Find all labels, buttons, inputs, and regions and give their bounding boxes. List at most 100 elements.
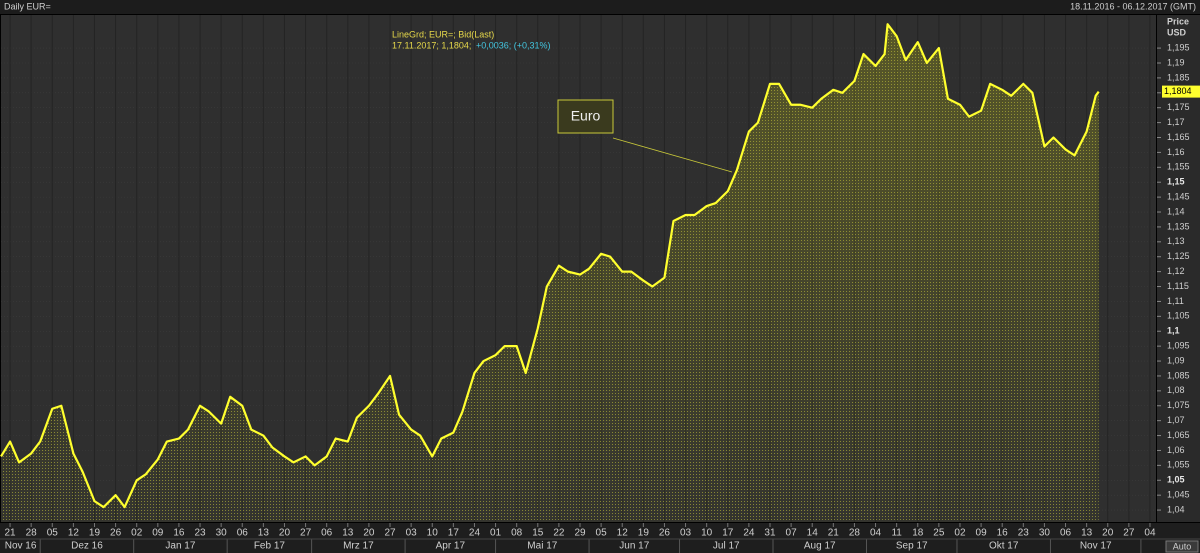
x-tick-label: 16 (997, 528, 1009, 539)
y-tick-label: 1,095 (1167, 341, 1190, 351)
month-label: Aug 17 (804, 541, 836, 552)
x-tick-label: 09 (152, 528, 164, 539)
x-tick-label: 02 (954, 528, 966, 539)
auto-button-label[interactable]: Auto (1173, 541, 1192, 551)
x-tick-label: 05 (596, 528, 608, 539)
month-label: Jun 17 (619, 541, 649, 552)
y-tick-label: 1,14 (1167, 206, 1185, 216)
x-tick-label: 24 (743, 528, 755, 539)
x-tick-label: 07 (786, 528, 798, 539)
month-label: Okt 17 (989, 541, 1019, 552)
x-tick-label: 15 (532, 528, 544, 539)
y-axis-label: Price (1167, 16, 1189, 26)
x-tick-label: 06 (237, 528, 249, 539)
chart-title: Daily EUR= (4, 1, 51, 11)
month-label: Dez 16 (71, 541, 103, 552)
x-tick-label: 13 (342, 528, 354, 539)
y-tick-label: 1,16 (1167, 147, 1185, 157)
x-tick-label: 04 (870, 528, 882, 539)
last-value-label: 1,1804 (1164, 86, 1192, 96)
y-tick-label: 1,08 (1167, 385, 1185, 395)
x-tick-label: 21 (4, 528, 16, 539)
y-tick-label: 1,06 (1167, 445, 1185, 455)
x-tick-label: 03 (680, 528, 692, 539)
x-tick-label: 08 (511, 528, 523, 539)
y-tick-label: 1,04 (1167, 504, 1185, 514)
x-tick-label: 28 (849, 528, 861, 539)
x-tick-label: 25 (933, 528, 945, 539)
x-tick-label: 09 (976, 528, 988, 539)
date-range: 18.11.2016 - 06.12.2017 (GMT) (1070, 1, 1196, 11)
x-tick-label: 17 (722, 528, 734, 539)
x-tick-label: 18 (912, 528, 924, 539)
x-tick-label: 26 (110, 528, 122, 539)
x-tick-label: 12 (617, 528, 629, 539)
x-tick-label: 13 (1081, 528, 1093, 539)
y-tick-label: 1,165 (1167, 132, 1190, 142)
y-tick-label: 1,12 (1167, 266, 1185, 276)
x-tick-label: 06 (1060, 528, 1072, 539)
x-tick-label: 30 (216, 528, 228, 539)
y-tick-label: 1,05 (1167, 475, 1185, 485)
y-tick-label: 1,185 (1167, 72, 1190, 82)
x-tick-label: 20 (279, 528, 291, 539)
x-tick-label: 27 (1123, 528, 1135, 539)
x-tick-label: 27 (300, 528, 312, 539)
x-tick-label: 31 (764, 528, 776, 539)
y-tick-label: 1,13 (1167, 236, 1185, 246)
month-label: Nov 16 (5, 541, 37, 552)
y-tick-label: 1,045 (1167, 490, 1190, 500)
x-tick-label: 04 (1144, 528, 1156, 539)
month-label: Jul 17 (713, 541, 740, 552)
y-axis-area (1157, 15, 1200, 522)
y-tick-label: 1,065 (1167, 430, 1190, 440)
annotation-box (557, 99, 614, 134)
y-tick-label: 1,07 (1167, 415, 1185, 425)
x-tick-label: 11 (891, 528, 902, 539)
x-tick-label: 19 (89, 528, 101, 539)
month-label: Sep 17 (896, 541, 928, 552)
x-tick-label: 16 (173, 528, 185, 539)
info-change: +0,0036; (+0,31%) (476, 40, 551, 50)
y-tick-label: 1,145 (1167, 191, 1190, 201)
y-tick-label: 1,09 (1167, 355, 1185, 365)
y-tick-label: 1,155 (1167, 162, 1190, 172)
area-dots (1, 24, 1099, 523)
y-tick-label: 1,055 (1167, 460, 1190, 470)
y-tick-label: 1,15 (1167, 177, 1185, 187)
x-tick-label: 28 (26, 528, 38, 539)
y-tick-label: 1,085 (1167, 370, 1190, 380)
x-tick-label: 05 (47, 528, 59, 539)
header-bar (0, 0, 1200, 14)
x-tick-label: 10 (701, 528, 713, 539)
y-tick-label: 1,19 (1167, 57, 1185, 67)
auto-button[interactable] (1165, 540, 1199, 553)
x-tick-label: 06 (321, 528, 333, 539)
x-axis-area (0, 523, 1200, 553)
x-tick-label: 13 (258, 528, 270, 539)
x-tick-label: 17 (448, 528, 460, 539)
last-value-marker (1162, 85, 1200, 98)
x-tick-label: 03 (406, 528, 418, 539)
y-axis-unit: USD (1167, 27, 1187, 37)
x-tick-label: 23 (194, 528, 206, 539)
info-last: 17.11.2017; 1,1804; (392, 40, 471, 50)
x-tick-label: 12 (68, 528, 80, 539)
month-label: Mai 17 (527, 541, 557, 552)
y-tick-label: 1,11 (1167, 296, 1184, 306)
month-label: Jan 17 (165, 541, 195, 552)
x-tick-label: 14 (807, 528, 819, 539)
month-label: Feb 17 (254, 541, 286, 552)
x-tick-label: 20 (1102, 528, 1114, 539)
x-tick-label: 20 (363, 528, 375, 539)
y-tick-label: 1,135 (1167, 221, 1190, 231)
x-tick-label: 29 (574, 528, 586, 539)
x-tick-label: 24 (469, 528, 481, 539)
y-tick-label: 1,125 (1167, 251, 1190, 261)
info-line: LineGrd; EUR=; Bid(Last) (392, 29, 494, 39)
x-tick-label: 02 (131, 528, 143, 539)
line (0, 23, 1100, 509)
x-tick-label: 19 (638, 528, 650, 539)
annotation-leader (612, 137, 733, 173)
